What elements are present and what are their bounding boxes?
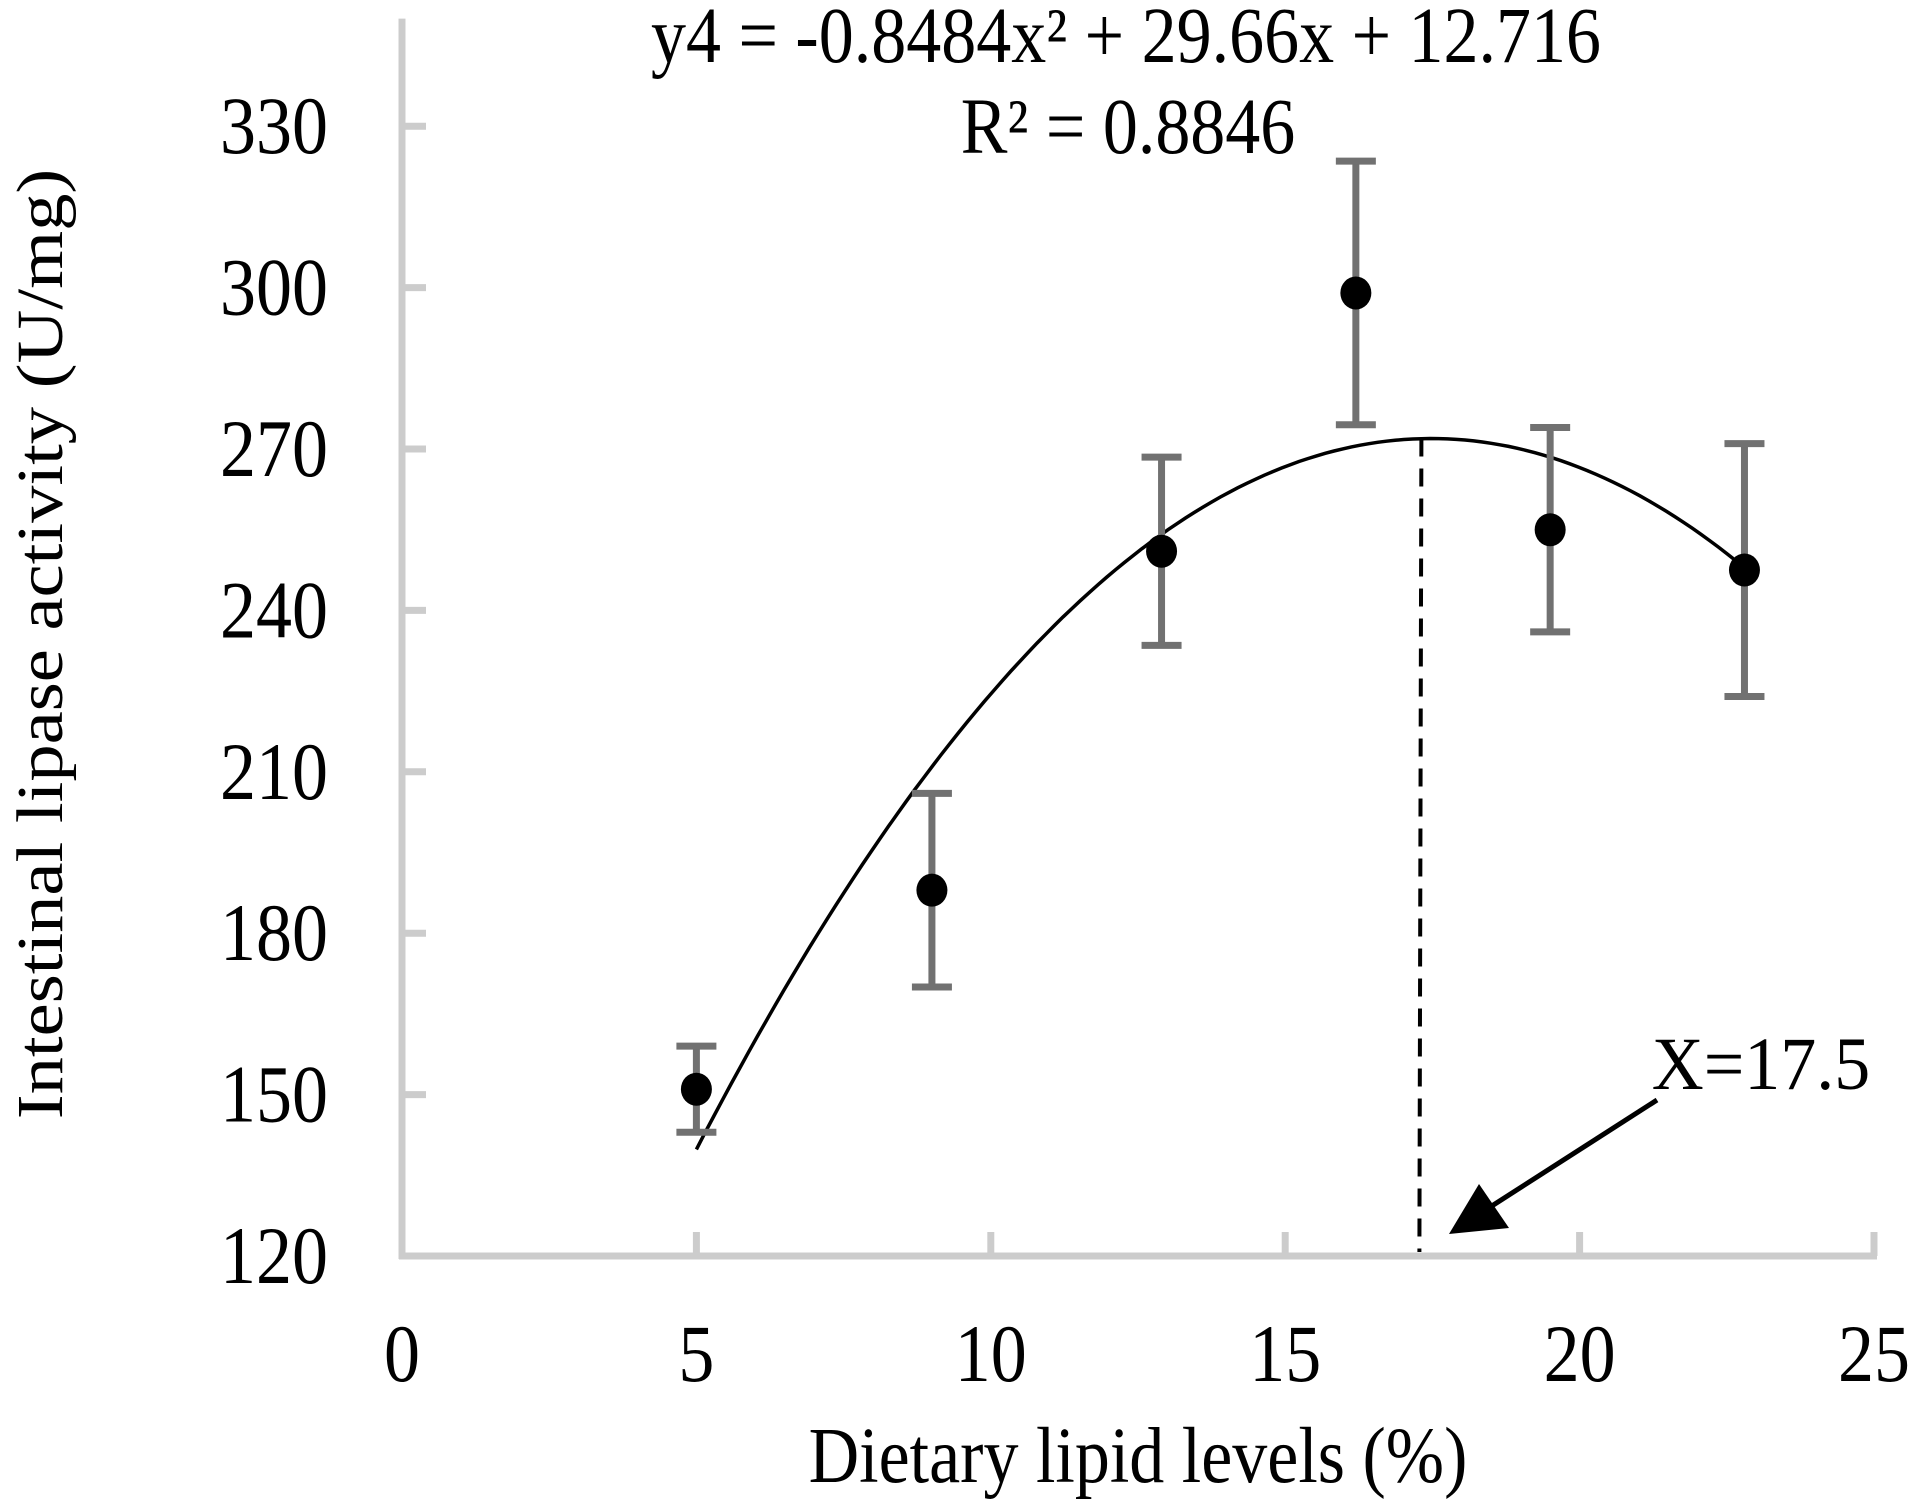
- trendline: [694, 436, 1746, 1151]
- y-tick-label: 300: [220, 243, 328, 333]
- x-tick-label-group: 5: [678, 1309, 714, 1399]
- data-point-marker: [680, 1072, 712, 1106]
- optimum-dashed-line: [1417, 438, 1424, 1253]
- x-tick-label-group: 0: [384, 1309, 420, 1399]
- data-markers: [680, 276, 1760, 1106]
- optimum-annotation-label: X=17.5: [1652, 1021, 1871, 1105]
- data-point-marker: [1534, 513, 1566, 547]
- y-axis-title: Intestinal lipase activity (U/mg): [4, 169, 77, 1119]
- y-tick-label-group: 180: [220, 888, 328, 978]
- x-tick-label-group: 20: [1544, 1309, 1616, 1399]
- arrow-shaft: [1482, 1097, 1659, 1214]
- data-point-marker: [1728, 553, 1760, 587]
- x-tick-label: 10: [955, 1309, 1027, 1399]
- axes: [398, 18, 1878, 1260]
- y-tick-label-group: 210: [220, 727, 328, 817]
- y-tick-label-group: 120: [220, 1211, 328, 1301]
- arrow-head-icon: [1449, 1184, 1509, 1234]
- trendline-equation: y4 = -0.8484x² + 29.66x + 12.716: [651, 0, 1601, 80]
- y-tick-label-group: 270: [220, 404, 328, 494]
- tick-labels: 120 150 180 210 240 270 300 330 0 5 10 15 20 25: [220, 81, 1910, 1399]
- y-tick-label-group: 330: [220, 81, 328, 171]
- x-tick-label-group: 15: [1249, 1309, 1321, 1399]
- x-axis-title: Dietary lipid levels (%): [809, 1412, 1468, 1500]
- y-tick-label-group: 300: [220, 243, 328, 333]
- y-tick-label: 120: [220, 1211, 328, 1301]
- data-point-marker: [1340, 276, 1372, 310]
- x-tick-label: 15: [1249, 1309, 1321, 1399]
- x-tick-label: 0: [384, 1309, 420, 1399]
- x-tick-label: 5: [678, 1309, 714, 1399]
- y-tick-label: 180: [220, 888, 328, 978]
- y-tick-label: 330: [220, 81, 328, 171]
- y-tick-label: 270: [220, 404, 328, 494]
- x-tick-label: 20: [1544, 1309, 1616, 1399]
- annotation-arrow: [1449, 1097, 1659, 1234]
- y-tick-label: 150: [220, 1050, 328, 1140]
- x-tick-label: 25: [1838, 1309, 1910, 1399]
- error-bars: [676, 157, 1765, 1136]
- data-point-marker: [1146, 534, 1178, 568]
- y-tick-label-group: 150: [220, 1050, 328, 1140]
- x-tick-label-group: 25: [1838, 1309, 1910, 1399]
- y-tick-label: 240: [220, 565, 328, 655]
- y-tick-label-group: 240: [220, 565, 328, 655]
- x-tick-label-group: 10: [955, 1309, 1027, 1399]
- y-tick-label: 210: [220, 727, 328, 817]
- r-squared-label: R² = 0.8846: [961, 83, 1296, 171]
- polynomial-trendline: [694, 436, 1746, 1151]
- data-point-marker: [916, 873, 948, 907]
- optimum-dashed-line: [1417, 438, 1424, 1253]
